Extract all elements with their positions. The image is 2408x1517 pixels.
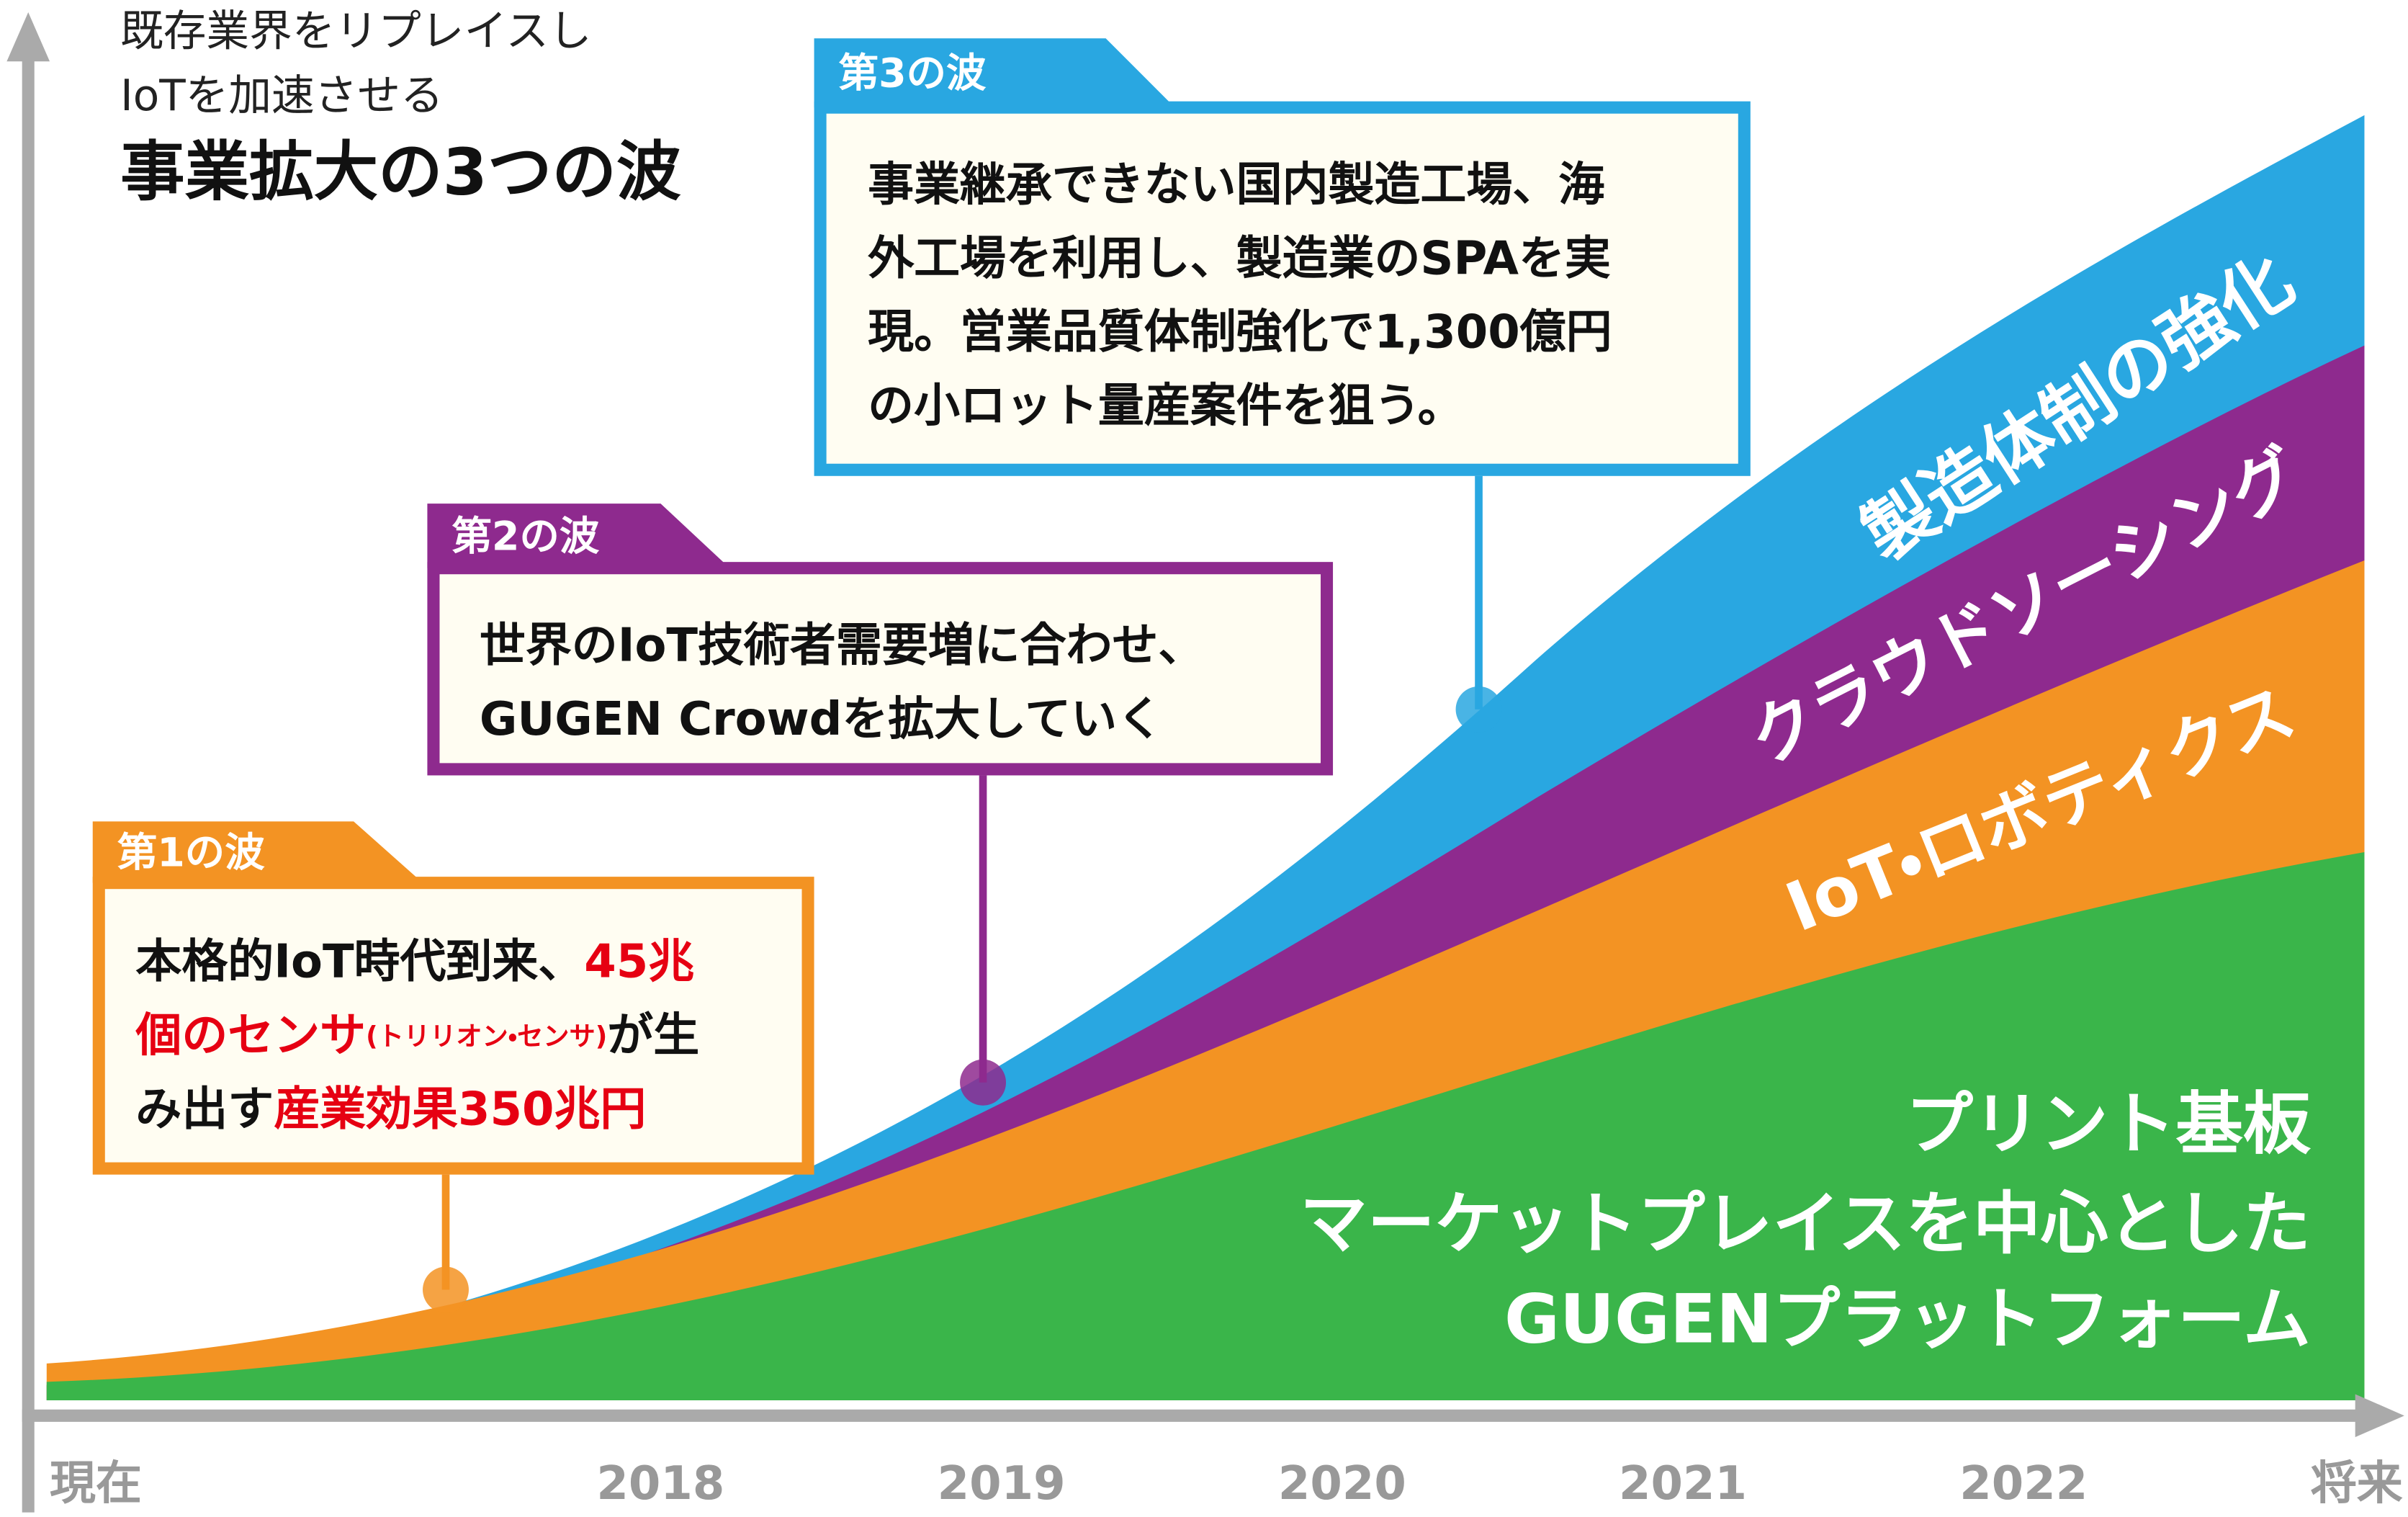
text-segment: 外工場を利用し、製造業のSPAを実 — [867, 232, 1611, 285]
x-axis-label: 2019 — [938, 1457, 1066, 1511]
callout-text: み出す産業効果350兆円 — [135, 1083, 646, 1136]
callout-tab — [814, 38, 1175, 108]
callout-text: 個のセンサ(トリリオン・センサ)が生 — [135, 1009, 699, 1062]
platform-line: プリント基板 — [1905, 1086, 2311, 1164]
area-platform — [46, 852, 2365, 1400]
callout-dot — [423, 1266, 469, 1313]
callout-dot — [960, 1059, 1007, 1106]
callout-text: の小ロット量産案件を狙う。 — [868, 380, 1463, 433]
callout-text: 現。営業品質体制強化で1,300億円 — [868, 305, 1612, 359]
header-title: 事業拡大の3つの波 — [120, 135, 681, 210]
text-segment: GUGEN Crowdを拡大していく — [480, 692, 1163, 746]
text-segment: (トリリオン・センサ) — [366, 1021, 607, 1052]
callout-tab — [427, 504, 730, 568]
callout-text: 本格的IoT時代到来、45兆 — [135, 935, 694, 988]
text-segment: が生 — [607, 1009, 699, 1062]
x-axis-label: 2021 — [1619, 1457, 1747, 1511]
header-line1: 既存業界をリプレイスし — [120, 6, 592, 56]
platform-line: GUGENプラットフォーム — [1504, 1280, 2311, 1359]
callout-dot — [1455, 686, 1502, 733]
text-segment: 個のセンサ — [135, 1009, 366, 1062]
text-segment: 事業継承できない国内製造工場、海 — [868, 158, 1604, 212]
x-axis-label: 2022 — [1959, 1457, 2088, 1511]
callout-label: 第2の波 — [452, 514, 600, 560]
text-segment: 45兆 — [584, 935, 694, 988]
y-axis-arrow — [6, 12, 50, 62]
callout-box — [814, 101, 1751, 476]
callout-text: GUGEN Crowdを拡大していく — [480, 692, 1163, 746]
callout-tab — [92, 821, 423, 883]
text-segment: 世界のIoT技術者需要増に合わせ、 — [480, 619, 1204, 672]
x-axis-arrow — [2355, 1394, 2404, 1438]
x-axis-label: 現在 — [50, 1457, 142, 1511]
text-segment: 産業効果350兆円 — [274, 1083, 646, 1136]
x-axis-label: 2018 — [596, 1457, 724, 1511]
callout-box — [427, 562, 1334, 776]
text-segment: み出す — [135, 1083, 274, 1136]
callout-label: 第3の波 — [839, 51, 987, 97]
x-axis-label: 2020 — [1278, 1457, 1406, 1511]
callout-text: 事業継承できない国内製造工場、海 — [868, 158, 1604, 212]
header-line2: IoTを加速させる — [120, 71, 444, 121]
callout-text: 外工場を利用し、製造業のSPAを実 — [867, 232, 1611, 285]
callout-label: 第1の波 — [117, 830, 265, 876]
callout-box — [92, 877, 814, 1175]
text-segment: 本格的IoT時代到来、 — [135, 935, 584, 988]
text-segment: の小ロット量産案件を狙う。 — [868, 380, 1463, 433]
x-axis-label: 将来 — [2311, 1457, 2403, 1511]
text-segment: 現。営業品質体制強化で1,300億円 — [868, 305, 1612, 359]
callout-text: 世界のIoT技術者需要増に合わせ、 — [480, 619, 1204, 672]
platform-line: マーケットプレイスを中心とした — [1300, 1185, 2311, 1263]
